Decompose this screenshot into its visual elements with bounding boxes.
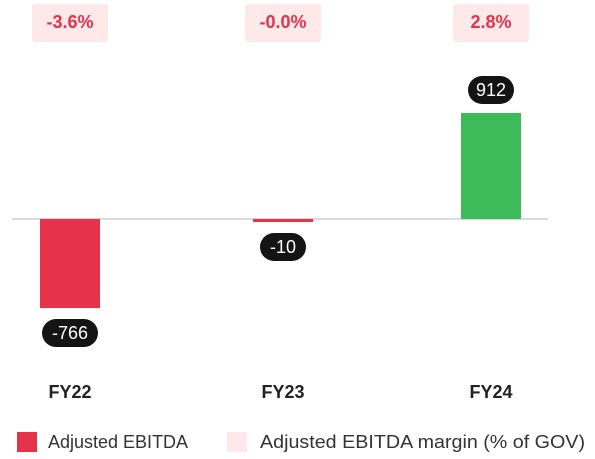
bar: [40, 219, 100, 309]
margin-box: [245, 4, 321, 42]
margin-label: 2.8%: [470, 12, 511, 32]
legend-label: Adjusted EBITDA margin (% of GOV): [260, 432, 585, 452]
x-tick-label: FY23: [261, 382, 304, 402]
value-label: 912: [476, 80, 506, 100]
legend-label: Adjusted EBITDA: [48, 432, 188, 452]
bar: [461, 113, 521, 219]
bar: [253, 219, 313, 222]
margin-box: [453, 4, 529, 42]
x-tick-label: FY24: [469, 382, 512, 402]
margin-label: -0.0%: [259, 12, 306, 32]
value-label-bg: [42, 319, 98, 348]
x-tick-label: FY22: [48, 382, 91, 402]
value-label: -10: [270, 237, 296, 257]
margin-label: -3.6%: [46, 12, 93, 32]
legend-swatch: [17, 432, 37, 452]
legend-swatch: [227, 432, 247, 452]
value-label-bg: [260, 233, 306, 261]
value-label: -766: [52, 323, 88, 343]
value-label-bg: [468, 76, 514, 104]
margin-box: [32, 4, 108, 42]
